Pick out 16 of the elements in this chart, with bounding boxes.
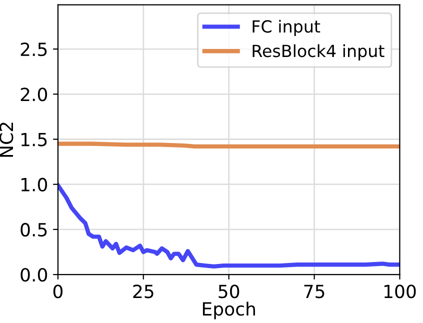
- x-tick-label: 75: [304, 284, 324, 298]
- y-tick-label: 1.5: [22, 132, 47, 146]
- y-tick-label: 2.5: [20, 42, 47, 56]
- y-tick-label: 0.5: [20, 222, 47, 237]
- y-tick-label: 0.0: [20, 268, 48, 282]
- x-tick-label: 100: [384, 284, 416, 298]
- x-axis-title: Epoch: [202, 302, 255, 320]
- x-tick-label: 25: [133, 284, 154, 298]
- y-tick-label: 2.0: [20, 88, 48, 102]
- x-tick-label: 50: [218, 284, 240, 298]
- y-axis-title: NC2: [0, 122, 14, 157]
- x-tick-label: 0: [53, 284, 62, 298]
- line-series: [58, 183, 400, 269]
- legend-label: FC input: [252, 20, 320, 36]
- legend-label: ResBlock4 input: [252, 44, 384, 60]
- y-tick-label: 1.0: [22, 178, 48, 192]
